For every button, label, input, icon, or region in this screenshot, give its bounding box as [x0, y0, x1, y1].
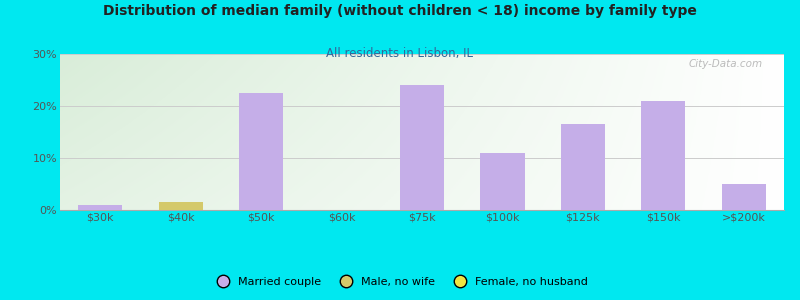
Bar — [642, 101, 686, 210]
Bar — [480, 153, 525, 210]
Text: All residents in Lisbon, IL: All residents in Lisbon, IL — [326, 46, 474, 59]
Bar — [400, 85, 444, 210]
Bar — [561, 124, 605, 210]
Bar — [722, 184, 766, 210]
Text: Distribution of median family (without children < 18) income by family type: Distribution of median family (without c… — [103, 4, 697, 19]
Bar — [78, 205, 122, 210]
Text: City-Data.com: City-Data.com — [688, 59, 762, 69]
Legend: Married couple, Male, no wife, Female, no husband: Married couple, Male, no wife, Female, n… — [207, 273, 593, 291]
Bar — [239, 93, 283, 210]
Bar — [158, 202, 202, 210]
